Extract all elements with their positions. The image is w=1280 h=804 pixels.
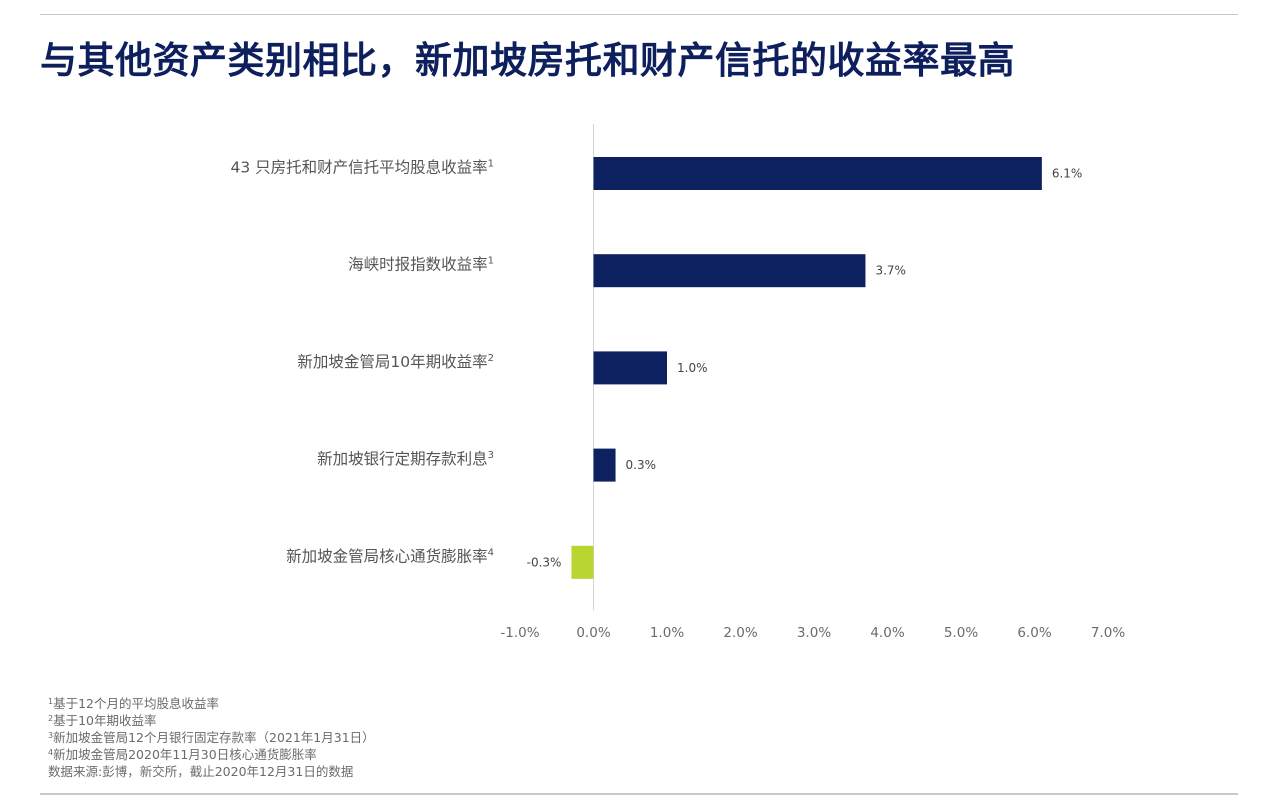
x-tick-label: 6.0% — [1017, 625, 1051, 641]
category-label-3: 新加坡金管局10年期收益率2 — [297, 353, 494, 371]
x-tick-label: 7.0% — [1091, 625, 1125, 641]
footnote-1: 1基于12个月的平均股息收益率 — [48, 696, 220, 711]
value-label-5: -0.3% — [527, 555, 562, 569]
category-label-2: 海峡时报指数收益率1 — [348, 256, 494, 274]
value-label-3: 1.0% — [677, 361, 708, 375]
page-title: 与其他资产类别相比，新加坡房托和财产信托的收益率最高 — [40, 39, 1015, 82]
value-label-4: 0.3% — [626, 458, 657, 472]
footnote-4: 4新加坡金管局2020年11月30日核心通货膨胀率 — [48, 747, 317, 762]
bottom-divider — [40, 793, 1238, 795]
bar-2 — [593, 254, 866, 288]
x-tick-label: 5.0% — [944, 625, 978, 641]
x-tick-label: 3.0% — [797, 625, 831, 641]
footnote-marker: 3 — [488, 450, 494, 461]
data-source: 数据来源:彭博，新交所，截止2020年12月31日的数据 — [48, 764, 354, 779]
x-tick-label: 1.0% — [650, 625, 684, 641]
x-tick-label: 2.0% — [723, 625, 757, 641]
footnote-marker: 2 — [488, 353, 494, 364]
footnote-3: 3新加坡金管局12个月银行固定存款率（2021年1月31日） — [48, 730, 375, 745]
bar-3 — [593, 351, 667, 385]
top-divider — [40, 14, 1238, 15]
bar-5 — [571, 545, 594, 579]
bar-4 — [593, 448, 616, 482]
category-label-4: 新加坡银行定期存款利息3 — [317, 450, 494, 468]
footnote-marker: 1 — [488, 159, 494, 170]
footnote-marker: 4 — [488, 547, 494, 558]
category-label-5: 新加坡金管局核心通货膨胀率4 — [286, 547, 494, 565]
value-label-2: 3.7% — [875, 264, 906, 278]
bar-1 — [593, 157, 1042, 190]
value-label-1: 6.1% — [1052, 167, 1083, 181]
category-label-1: 43 只房托和财产信托平均股息收益率1 — [230, 159, 494, 177]
bar-chart: 6.1% 43 只房托和财产信托平均股息收益率1 3.7% 海峡时报指数收益率1 1.0… — [230, 124, 1125, 641]
x-tick-label: 4.0% — [870, 625, 904, 641]
footnote-2: 2基于10年期收益率 — [48, 713, 157, 728]
footnote-marker: 1 — [488, 256, 494, 267]
x-tick-label: 0.0% — [576, 625, 610, 641]
footnotes: 1基于12个月的平均股息收益率 2基于10年期收益率 3新加坡金管局12个月银行… — [48, 695, 375, 780]
x-tick-label: -1.0% — [500, 625, 539, 641]
